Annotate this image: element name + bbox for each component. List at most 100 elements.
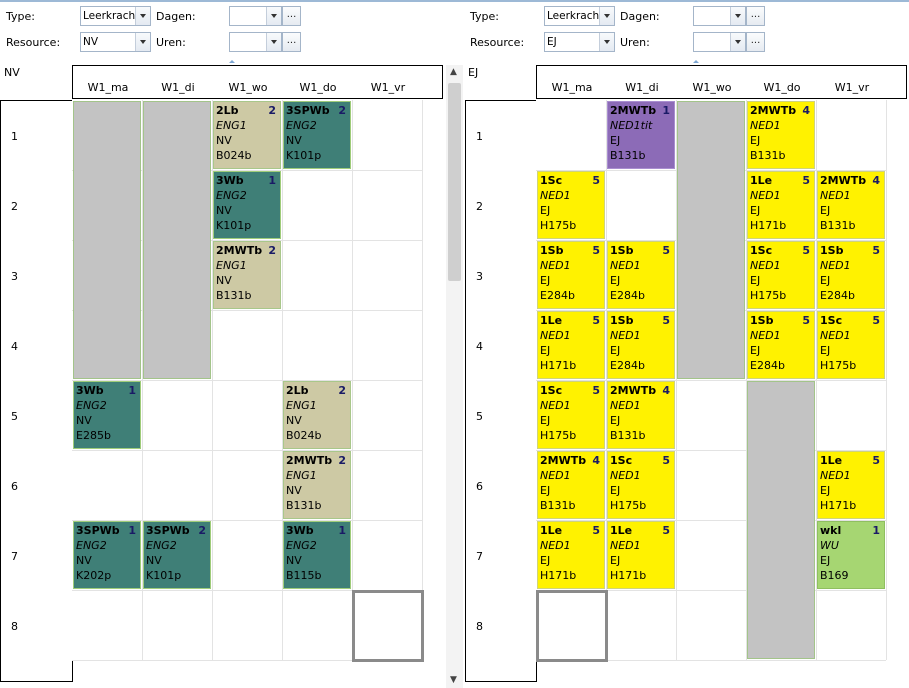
scroll-thumb[interactable] xyxy=(448,83,461,281)
lesson-card[interactable]: 2MWTb 4 NED1 EJ B131b xyxy=(817,171,885,239)
lesson-teacher: EJ xyxy=(820,344,831,357)
lesson-card[interactable]: 2MWTb 2 ENG1 NV B131b xyxy=(283,451,351,519)
lesson-card[interactable]: 1Le 5 NED1 EJ H171b xyxy=(537,311,605,379)
day-header-W1_di[interactable]: W1_di xyxy=(625,81,659,94)
lesson-class: 1Sc xyxy=(750,244,773,257)
grid-row-line xyxy=(536,380,886,381)
resource-combo[interactable]: EJ xyxy=(544,32,615,52)
selected-cell[interactable] xyxy=(536,590,608,662)
lesson-card[interactable]: 1Sc 5 NED1 EJ H175b xyxy=(537,171,605,239)
lesson-card[interactable]: 1Sb 5 NED1 EJ E284b xyxy=(607,311,675,379)
chevron-down-icon[interactable] xyxy=(730,33,745,51)
lesson-subject: ENG1 xyxy=(286,469,317,482)
days-browse-button[interactable]: ... xyxy=(746,6,765,26)
lesson-card[interactable]: 3SPWb 2 ENG2 NV K101p xyxy=(143,521,211,589)
lesson-class: 1Le xyxy=(610,524,633,537)
lesson-subject: NED1 xyxy=(820,329,851,342)
lesson-room: B131b xyxy=(610,429,646,442)
grid-row-line xyxy=(536,660,886,661)
lesson-card[interactable]: 2MWTb 1 NED1tit EJ B131b xyxy=(607,101,675,169)
timetable-grid[interactable]: 2MWTb 1 NED1tit EJ B131b 2MWTb 4 NED1 EJ B131b 1Sc… xyxy=(536,100,887,662)
lesson-card[interactable]: 1Sc 5 NED1 EJ H175b xyxy=(817,311,885,379)
day-header-W1_vr[interactable]: W1_vr xyxy=(834,81,870,94)
type-label: Type: xyxy=(6,10,35,23)
lesson-card[interactable]: 1Le 5 NED1 EJ H171b xyxy=(747,171,815,239)
resource-combo[interactable]: NV xyxy=(80,32,151,52)
hours-combo[interactable] xyxy=(693,32,746,52)
lesson-teacher: EJ xyxy=(610,134,621,147)
vertical-scrollbar[interactable]: ▲ ▼ xyxy=(446,65,463,688)
lesson-card[interactable]: 1Sc 5 NED1 EJ H175b xyxy=(537,381,605,449)
day-header-W1_ma[interactable]: W1_ma xyxy=(551,81,593,94)
lesson-card[interactable]: 3Wb 1 ENG2 NV E285b xyxy=(73,381,141,449)
grid-row-line xyxy=(72,450,422,451)
lesson-room: K101p xyxy=(286,149,322,162)
chevron-down-icon[interactable] xyxy=(135,7,150,25)
selected-cell[interactable] xyxy=(352,590,424,662)
day-header-W1_do[interactable]: W1_do xyxy=(299,81,337,94)
day-header-W1_di[interactable]: W1_di xyxy=(161,81,195,94)
chevron-down-icon[interactable] xyxy=(266,7,281,25)
lesson-card[interactable]: 3SPWb 1 ENG2 NV K202p xyxy=(73,521,141,589)
lesson-subject: NED1 xyxy=(820,189,851,202)
lesson-teacher: EJ xyxy=(610,274,621,287)
lesson-card[interactable]: 3Wb 1 ENG2 NV K101p xyxy=(213,171,281,239)
timetable-grid[interactable]: 2Lb 2 ENG1 NV B024b 3SPWb 2 ENG2 NV K101p 3Wb 1 ENG2… xyxy=(72,100,424,662)
type-combo[interactable]: Leerkracht xyxy=(544,6,615,26)
splitter-handle-icon[interactable] xyxy=(229,60,235,63)
chevron-down-icon[interactable] xyxy=(599,7,614,25)
lesson-card[interactable]: 2MWTb 4 NED1 EJ B131b xyxy=(747,101,815,169)
day-header-W1_do[interactable]: W1_do xyxy=(763,81,801,94)
chevron-down-icon[interactable] xyxy=(266,33,281,51)
lesson-card[interactable]: 3SPWb 2 ENG2 NV K101p xyxy=(283,101,351,169)
days-combo[interactable] xyxy=(229,6,282,26)
lesson-count: 5 xyxy=(592,174,600,187)
chevron-down-icon[interactable] xyxy=(135,33,150,51)
lesson-card[interactable]: 2MWTb 4 NED1 EJ B131b xyxy=(537,451,605,519)
chevron-down-icon[interactable] xyxy=(599,33,614,51)
lesson-card[interactable]: 1Le 5 NED1 EJ H171b xyxy=(537,521,605,589)
lesson-teacher: EJ xyxy=(540,204,551,217)
lesson-card[interactable]: 1Sb 5 NED1 EJ E284b xyxy=(817,241,885,309)
lesson-card[interactable]: 1Sb 5 NED1 EJ E284b xyxy=(537,241,605,309)
scroll-down-icon[interactable]: ▼ xyxy=(450,675,457,685)
hour-label: 1 xyxy=(476,130,483,143)
type-combo[interactable]: Leerkracht xyxy=(80,6,151,26)
lesson-card[interactable]: wkl 1 WU EJ B169 xyxy=(817,521,885,589)
lesson-count: 5 xyxy=(592,314,600,327)
scroll-up-icon[interactable]: ▲ xyxy=(450,67,457,77)
lesson-card[interactable]: 2Lb 2 ENG1 NV B024b xyxy=(213,101,281,169)
lesson-card[interactable]: 1Sc 5 NED1 EJ H175b xyxy=(747,241,815,309)
lesson-card[interactable]: 1Sb 5 NED1 EJ E284b xyxy=(747,311,815,379)
hours-browse-button[interactable]: ... xyxy=(746,32,765,52)
days-browse-button[interactable]: ... xyxy=(282,6,301,26)
lesson-teacher: NV xyxy=(286,554,302,567)
day-header-W1_vr[interactable]: W1_vr xyxy=(370,81,406,94)
days-combo[interactable] xyxy=(693,6,746,26)
lesson-subject: NED1 xyxy=(750,189,781,202)
lesson-card[interactable]: 2MWTb 2 ENG1 NV B131b xyxy=(213,241,281,309)
lesson-card[interactable]: 1Le 5 NED1 EJ H171b xyxy=(607,521,675,589)
lesson-card[interactable]: 1Le 5 NED1 EJ H171b xyxy=(817,451,885,519)
lesson-subject: NED1 xyxy=(610,329,641,342)
lesson-count: 5 xyxy=(662,314,670,327)
splitter-handle-icon[interactable] xyxy=(693,60,699,63)
lesson-card[interactable]: 1Sb 5 NED1 EJ E284b xyxy=(607,241,675,309)
day-header-W1_ma[interactable]: W1_ma xyxy=(87,81,129,94)
lesson-card[interactable]: 3Wb 1 ENG2 NV B115b xyxy=(283,521,351,589)
hour-label: 2 xyxy=(476,200,483,213)
top-border xyxy=(0,0,909,2)
day-header-W1_wo[interactable]: W1_wo xyxy=(692,81,732,94)
lesson-room: H171b xyxy=(540,359,577,372)
lesson-card[interactable]: 2MWTb 4 NED1 EJ B131b xyxy=(607,381,675,449)
lesson-count: 4 xyxy=(662,384,670,397)
lesson-class: 2MWTb xyxy=(540,454,587,467)
hours-browse-button[interactable]: ... xyxy=(282,32,301,52)
hours-combo[interactable] xyxy=(229,32,282,52)
lesson-card[interactable]: 2Lb 2 ENG1 NV B024b xyxy=(283,381,351,449)
lesson-teacher: NV xyxy=(216,204,232,217)
lesson-card[interactable]: 1Sc 5 NED1 EJ H175b xyxy=(607,451,675,519)
day-header-W1_wo[interactable]: W1_wo xyxy=(228,81,268,94)
lesson-subject: ENG2 xyxy=(216,189,247,202)
chevron-down-icon[interactable] xyxy=(730,7,745,25)
